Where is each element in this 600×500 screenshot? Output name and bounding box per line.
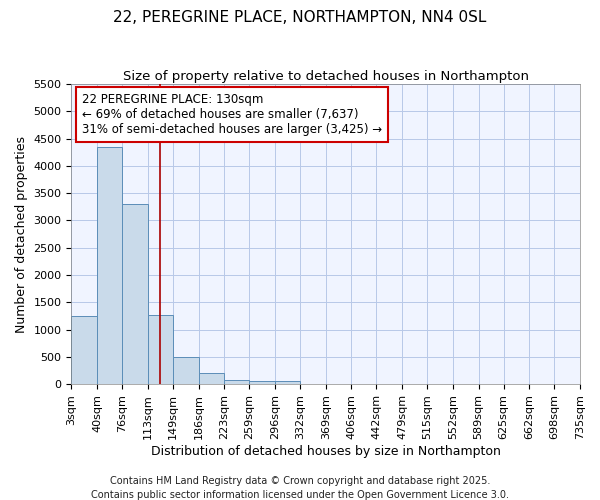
Text: 22, PEREGRINE PLACE, NORTHAMPTON, NN4 0SL: 22, PEREGRINE PLACE, NORTHAMPTON, NN4 0S…: [113, 10, 487, 25]
Y-axis label: Number of detached properties: Number of detached properties: [15, 136, 28, 332]
Text: 22 PEREGRINE PLACE: 130sqm
← 69% of detached houses are smaller (7,637)
31% of s: 22 PEREGRINE PLACE: 130sqm ← 69% of deta…: [82, 93, 382, 136]
Bar: [249, 381, 275, 384]
Bar: [199, 372, 224, 384]
Bar: [173, 358, 199, 384]
Bar: [97, 147, 122, 384]
Bar: [122, 204, 148, 384]
Bar: [71, 316, 97, 384]
Bar: [224, 380, 249, 384]
Text: Contains HM Land Registry data © Crown copyright and database right 2025.
Contai: Contains HM Land Registry data © Crown c…: [91, 476, 509, 500]
Bar: [275, 382, 300, 384]
Title: Size of property relative to detached houses in Northampton: Size of property relative to detached ho…: [123, 70, 529, 83]
X-axis label: Distribution of detached houses by size in Northampton: Distribution of detached houses by size …: [151, 444, 500, 458]
Bar: [148, 315, 173, 384]
